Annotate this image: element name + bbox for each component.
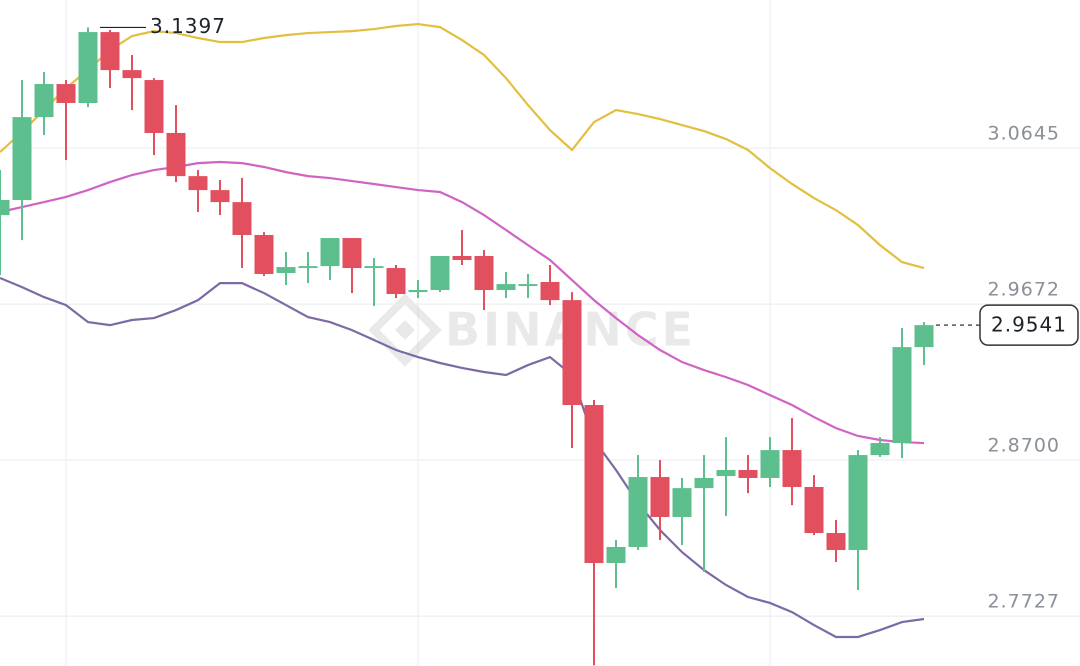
candle-body (628, 477, 648, 547)
candle-body (650, 477, 670, 517)
candle-body (56, 84, 76, 103)
candle-body (276, 267, 296, 274)
candle-body (782, 450, 802, 487)
candle-body (562, 300, 582, 406)
last-price-label: 2.9541 (991, 313, 1067, 337)
candle-body (716, 469, 736, 477)
candle-body (540, 281, 560, 301)
y-tick-label: 3.0645 (988, 123, 1060, 145)
watermark-logo (368, 293, 442, 367)
candle-body (364, 266, 384, 269)
candle-body (584, 405, 604, 564)
band-line (0, 22, 925, 270)
candle-body (188, 176, 208, 191)
candle-body (452, 256, 472, 261)
candle-body (826, 533, 846, 551)
candle-body (848, 455, 868, 551)
candle-body (210, 190, 230, 203)
candle-body (144, 80, 164, 133)
candle-body (430, 256, 450, 291)
candle-body (496, 284, 516, 291)
candle-body (804, 486, 824, 534)
watermark: BINANCE (368, 293, 693, 367)
last-price-box (979, 304, 1079, 346)
candle-body (166, 132, 186, 177)
candle-body (0, 200, 10, 216)
candle-body (606, 546, 626, 564)
candle-body (408, 290, 428, 293)
candle-body (34, 84, 54, 118)
y-tick-label: 2.9672 (988, 279, 1060, 301)
candle-body (78, 32, 98, 103)
candle-body (694, 478, 714, 489)
candle-body (870, 443, 890, 456)
candle-body (672, 488, 692, 517)
candle-body (254, 234, 274, 274)
y-tick-label: 2.8700 (988, 435, 1060, 457)
max-label: 3.1397 (150, 14, 226, 38)
candle-body (518, 284, 538, 287)
candle-body (386, 268, 406, 295)
candle-body (760, 450, 780, 479)
candle-body (12, 117, 32, 201)
candle-body (122, 70, 142, 79)
candle-body (320, 238, 340, 267)
y-tick-label: 2.7727 (988, 591, 1060, 613)
candle-body (914, 325, 934, 348)
candle-body (100, 32, 120, 71)
candle-body (342, 238, 362, 269)
band-line (0, 160, 925, 445)
candle-body (738, 469, 758, 479)
band-line (0, 276, 925, 639)
candle-body (232, 202, 252, 235)
candle-body (892, 347, 912, 444)
candle-body (298, 266, 318, 269)
candle-body (474, 256, 494, 291)
